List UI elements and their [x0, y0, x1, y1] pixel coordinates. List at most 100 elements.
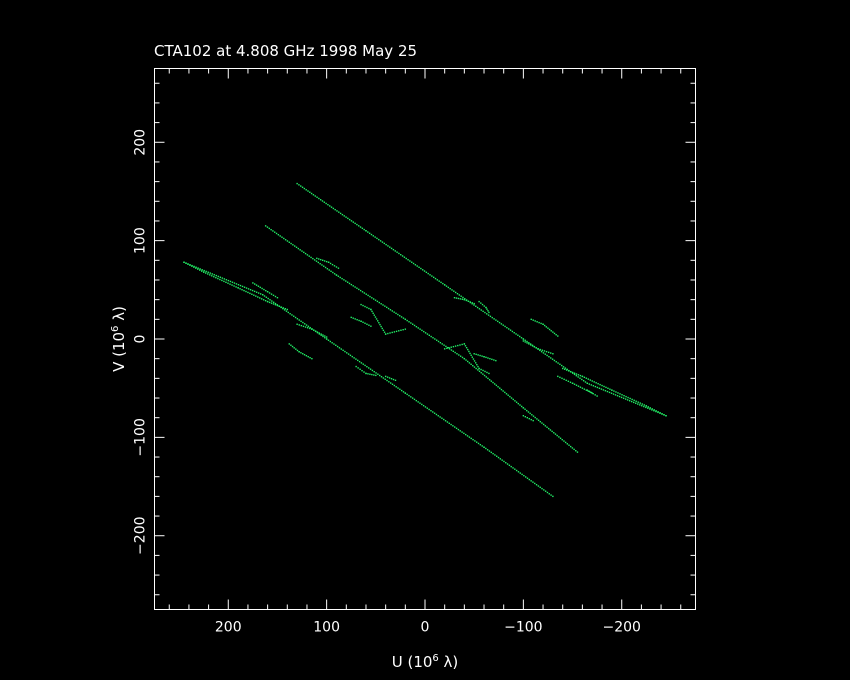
uv-point: [377, 373, 379, 375]
uv-point: [272, 303, 275, 305]
uv-point: [231, 281, 234, 283]
uv-point: [493, 359, 495, 361]
uv-point: [544, 425, 547, 427]
uv-point: [223, 278, 226, 280]
uv-point: [571, 382, 574, 384]
uv-point: [259, 297, 261, 299]
uv-point: [274, 304, 277, 306]
uv-point: [592, 392, 594, 395]
uv-point: [441, 417, 443, 419]
uv-point: [264, 225, 267, 227]
uv-point: [534, 482, 536, 485]
uv-point: [476, 441, 478, 443]
uv-point: [465, 347, 468, 349]
uv-point: [488, 379, 491, 381]
uv-point: [286, 308, 288, 311]
uv-point: [467, 300, 469, 302]
uv-point: [604, 390, 607, 392]
uv-point: [550, 357, 552, 359]
uv-point: [507, 394, 509, 396]
uv-point: [402, 317, 405, 319]
uv-point: [564, 367, 567, 369]
uv-point: [390, 247, 393, 250]
uv-point: [384, 305, 386, 307]
uv-point: [528, 417, 530, 420]
uv-point: [254, 283, 256, 285]
uv-point: [259, 293, 262, 295]
uv-point: [573, 383, 576, 385]
uv-point: [448, 347, 450, 349]
uv-point: [450, 349, 453, 351]
uv-point: [445, 285, 448, 287]
uv-point: [372, 298, 375, 300]
uv-point: [265, 289, 267, 292]
uv-point: [253, 290, 256, 293]
uv-point: [450, 423, 452, 426]
uv-point: [359, 289, 362, 292]
uv-point: [478, 370, 481, 373]
uv-point: [439, 416, 441, 418]
uv-point: [346, 281, 349, 283]
uv-point: [538, 321, 540, 324]
uv-point: [432, 411, 434, 413]
uv-point: [436, 279, 439, 281]
uv-point: [426, 333, 429, 335]
uv-point: [305, 324, 308, 326]
uv-point: [354, 286, 356, 288]
uv-point: [361, 227, 364, 230]
x-tick-label: 0: [421, 620, 430, 636]
uv-point: [480, 372, 482, 374]
uv-point: [500, 323, 503, 325]
uv-point: [548, 356, 550, 358]
uv-point: [389, 309, 392, 311]
uv-point: [215, 276, 217, 279]
uv-point: [275, 232, 278, 235]
uv-point: [266, 300, 269, 303]
uv-point: [456, 293, 459, 295]
uv-point: [387, 332, 389, 335]
uv-point: [323, 260, 326, 262]
uv-point: [539, 420, 541, 423]
uv-point: [446, 347, 448, 349]
uv-point: [608, 391, 611, 394]
uv-point: [509, 395, 511, 398]
uv-point: [211, 273, 213, 275]
uv-point: [575, 450, 577, 452]
uv-point: [255, 284, 258, 286]
uv-point: [526, 409, 528, 412]
uv-point: [364, 305, 366, 308]
uv-point: [571, 372, 574, 374]
uv-point: [417, 401, 419, 403]
uv-point: [473, 360, 476, 362]
uv-point: [585, 377, 588, 379]
uv-point: [363, 228, 365, 231]
uv-point: [594, 394, 596, 396]
uv-point: [195, 266, 197, 268]
uv-point: [239, 284, 242, 287]
uv-point: [213, 276, 215, 278]
uv-point: [365, 230, 367, 232]
uv-point: [505, 393, 508, 395]
uv-point: [379, 240, 382, 242]
uv-point: [397, 313, 399, 316]
uv-point: [373, 314, 375, 316]
uv-point: [465, 299, 468, 302]
uv-point: [344, 350, 346, 353]
uv-point: [350, 283, 353, 286]
uv-point: [533, 346, 536, 348]
uv-point: [309, 356, 311, 359]
uv-point: [456, 353, 458, 355]
uv-point: [537, 419, 540, 421]
uv-point: [553, 359, 556, 362]
uv-point: [297, 247, 300, 250]
uv-point: [453, 296, 456, 299]
uv-point: [376, 237, 378, 240]
uv-point: [647, 406, 649, 408]
uv-point: [270, 293, 273, 295]
uv-point: [322, 334, 324, 336]
uv-point: [480, 309, 482, 311]
uv-point: [551, 430, 553, 433]
uv-point: [306, 327, 309, 329]
uv-point: [247, 288, 250, 290]
uv-point: [504, 325, 506, 328]
